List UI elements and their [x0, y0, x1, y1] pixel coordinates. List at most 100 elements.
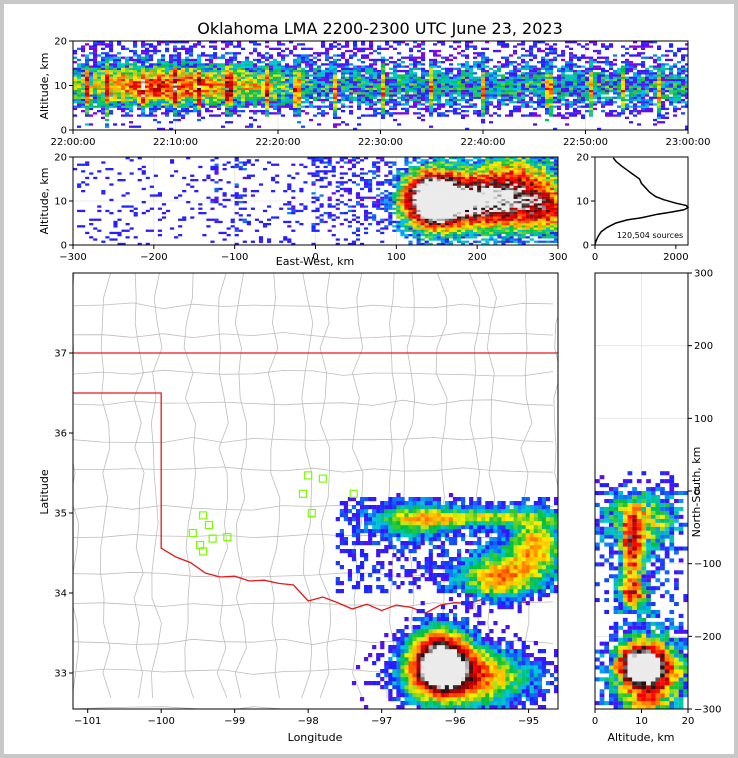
time-height-cell [581, 81, 586, 84]
east-west-cell [448, 240, 454, 243]
time-height-cell [73, 107, 78, 111]
time-height-cell [537, 101, 542, 104]
east-west-cell [420, 181, 425, 184]
time-height-cell [253, 112, 258, 115]
east-west-cell [440, 185, 445, 188]
east-west-cell [412, 225, 417, 228]
time-height-cell [317, 81, 322, 84]
time-height-cell [429, 49, 434, 53]
time-height-cell [145, 89, 150, 93]
time-height-cell [237, 89, 242, 93]
time-height-cell [281, 101, 286, 104]
time-height-cell [501, 89, 506, 93]
time-height-cell [77, 67, 82, 71]
time-height-cell [289, 74, 294, 77]
time-height-cell [529, 69, 534, 73]
east-west-cell [456, 170, 462, 173]
time-height-cell [205, 54, 210, 57]
time-height-cell [517, 81, 522, 84]
time-height-cell [453, 92, 458, 95]
east-west-cell [452, 223, 458, 226]
time-height-cell [333, 83, 338, 86]
time-height-cell [577, 87, 582, 91]
time-height-cell [637, 89, 642, 93]
time-height-cell [433, 69, 438, 73]
time-height-cell [293, 96, 298, 99]
time-height-cell [129, 67, 134, 71]
time-height-cell [261, 54, 266, 57]
time-height-cell [89, 72, 94, 75]
time-height-cell [261, 83, 266, 86]
time-height-cell [377, 112, 382, 115]
east-west-cell [416, 220, 421, 224]
time-height-cell [405, 69, 410, 73]
east-west-cell [388, 223, 393, 226]
east-west-cell [436, 214, 441, 217]
time-height-cell [453, 76, 458, 79]
time-height-cell [193, 58, 198, 62]
time-height-cell [633, 41, 638, 44]
time-height-cell [533, 45, 538, 48]
time-height-cell [261, 94, 266, 97]
east-west-cell [392, 207, 397, 210]
time-height-cell [537, 114, 542, 117]
east-west-cell [432, 227, 437, 230]
time-height-cell [381, 94, 386, 97]
time-height-cell [305, 78, 310, 82]
time-height-cell [109, 83, 114, 86]
east-west-cell [351, 174, 357, 177]
time-height-cell [265, 98, 270, 102]
east-west-cell [258, 236, 264, 239]
time-height-cell [513, 65, 518, 68]
time-height-cell [177, 118, 182, 122]
east-west-cell [444, 242, 449, 245]
time-height-cell [445, 67, 450, 71]
time-height-cell [533, 101, 538, 104]
time-height-cell [561, 94, 566, 97]
time-height-cell [641, 52, 646, 55]
time-height-cell [161, 63, 166, 66]
time-height-cell [465, 56, 470, 59]
time-height-cell [221, 112, 226, 115]
time-height-cell [185, 65, 190, 68]
time-height-cell [325, 47, 330, 50]
east-west-cell [424, 218, 429, 221]
time-height-cell [181, 83, 186, 86]
time-height-cell [333, 74, 338, 77]
time-height-cell [461, 89, 466, 93]
time-height-cell [649, 41, 654, 44]
time-height-cell [429, 58, 434, 62]
time-height-cell [209, 81, 214, 84]
east-west-cell [396, 205, 401, 208]
time-height-cell [213, 65, 218, 68]
time-height-cell [73, 101, 78, 104]
time-height-cell [373, 103, 378, 106]
east-west-cell [77, 185, 82, 188]
time-height-cell [589, 107, 594, 111]
time-height-cell [209, 101, 214, 104]
time-height-cell [201, 101, 206, 104]
time-height-cell [281, 92, 286, 95]
east-west-cell [428, 231, 433, 235]
time-height-cell [269, 81, 274, 84]
time-height-cell [385, 92, 390, 95]
time-height-cell [117, 105, 122, 108]
east-west-cell [384, 179, 389, 182]
time-height-cell [177, 56, 182, 59]
time-height-cell [489, 101, 494, 104]
east-west-cell [400, 198, 405, 202]
time-height-cell [621, 87, 626, 91]
east-west-cell [396, 181, 401, 184]
time-height-cell [605, 47, 610, 50]
time-height-cell [373, 112, 378, 115]
time-height-cell [353, 96, 358, 99]
time-height-cell [201, 67, 206, 71]
time-height-cell [381, 87, 386, 91]
time-height-cell [197, 76, 202, 79]
east-west-cell [359, 242, 365, 245]
east-west-cell [416, 227, 421, 230]
time-height-cell [533, 78, 538, 82]
east-west-cell [436, 192, 441, 195]
east-west-cell [448, 205, 454, 208]
time-height-cell [137, 87, 142, 91]
